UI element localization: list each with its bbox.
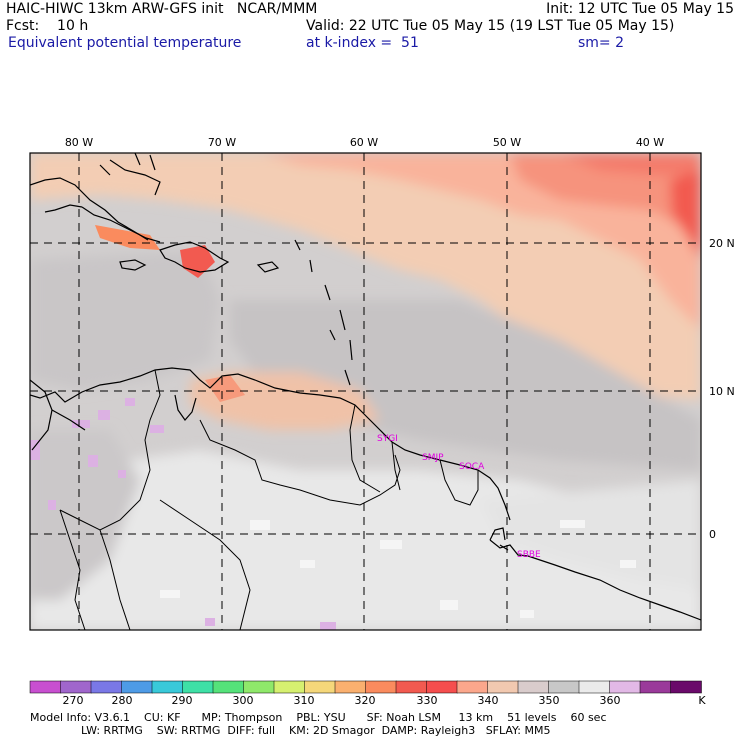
station-sbbe: SBBE — [517, 550, 541, 560]
lon-label-40w: 40 W — [636, 136, 664, 149]
colorbar-swatch — [365, 680, 397, 694]
colorbar-swatch — [243, 680, 275, 694]
colorbar-unit: K — [698, 694, 706, 707]
colorbar-swatch — [273, 680, 306, 694]
colorbar-swatch — [487, 680, 519, 694]
model-info-line1: Model Info: V3.6.1 CU: KF MP: Thompson P… — [30, 711, 607, 724]
station-smjp: SMJP — [422, 453, 444, 463]
colorbar-swatch — [395, 680, 428, 694]
colorbar-swatch — [639, 680, 672, 694]
colorbar-label-340: 340 — [478, 694, 499, 707]
colorbar-swatch — [517, 680, 550, 694]
colorbar — [29, 680, 702, 694]
colorbar-label-290: 290 — [172, 694, 193, 707]
field-shading — [30, 153, 701, 630]
colorbar-swatch — [121, 680, 153, 694]
colorbar-swatch — [304, 680, 336, 694]
colorbar-label-330: 330 — [417, 694, 438, 707]
model-info-line2: LW: RRTMG SW: RRTMG DIFF: full KM: 2D Sm… — [81, 724, 551, 737]
colorbar-swatch — [334, 680, 367, 694]
colorbar-swatch — [578, 680, 611, 694]
colorbar-label-350: 350 — [539, 694, 560, 707]
lat-label-0: 0 — [709, 528, 716, 541]
colorbar-label-360: 360 — [600, 694, 621, 707]
lon-label-80w: 80 W — [65, 136, 93, 149]
station-soca: SOCA — [459, 462, 485, 472]
colorbar-label-270: 270 — [63, 694, 84, 707]
init-time: Init: 12 UTC Tue 05 May 15 — [546, 1, 734, 17]
valid-time: Valid: 22 UTC Tue 05 May 15 (19 LST Tue … — [306, 18, 675, 34]
colorbar-swatch — [182, 680, 214, 694]
brazil-coast — [489, 539, 701, 621]
lat-label-10n: 10 N — [709, 385, 735, 398]
lon-label-60w: 60 W — [350, 136, 378, 149]
colorbar-swatch — [426, 680, 458, 694]
field-name: Equivalent potential temperature — [8, 35, 242, 51]
central-america-coast — [30, 379, 53, 451]
lat-label-20n: 20 N — [709, 237, 735, 250]
colorbar-label-310: 310 — [294, 694, 315, 707]
colorbar-swatch — [609, 680, 641, 694]
vertical-level: at k-index = 51 — [306, 35, 419, 51]
colorbar-swatch — [151, 680, 184, 694]
jamaica-coast — [119, 259, 147, 271]
colorbar-swatch — [60, 680, 92, 694]
country-borders — [59, 369, 479, 630]
colorbar-swatch — [90, 680, 123, 694]
colorbar-label-300: 300 — [233, 694, 254, 707]
map-frame — [29, 152, 702, 631]
theta-e-lavender-patches — [30, 398, 336, 630]
colorbar-swatch — [212, 680, 245, 694]
lon-label-50w: 50 W — [493, 136, 521, 149]
lon-label-70w: 70 W — [208, 136, 236, 149]
south-america-north-coast — [30, 367, 511, 521]
cuba-coast — [30, 177, 149, 241]
colorbar-swatch — [456, 680, 489, 694]
colorbar-swatch — [29, 680, 62, 694]
puerto-rico-coast — [256, 261, 280, 273]
model-title: HAIC-HIWC 13km ARW-GFS init NCAR/MMM — [6, 1, 318, 17]
colorbar-swatch — [548, 680, 580, 694]
station-sygi: SYGI — [377, 434, 398, 444]
forecast-hour: Fcst: 10 h — [6, 18, 89, 34]
colorbar-swatch — [670, 680, 702, 694]
coastlines — [30, 153, 701, 621]
smoothing-setting: sm= 2 — [578, 35, 625, 51]
theta-e-360-region — [30, 450, 701, 630]
colorbar-label-320: 320 — [355, 694, 376, 707]
colorbar-label-280: 280 — [112, 694, 133, 707]
lat-lon-grid — [30, 153, 701, 630]
